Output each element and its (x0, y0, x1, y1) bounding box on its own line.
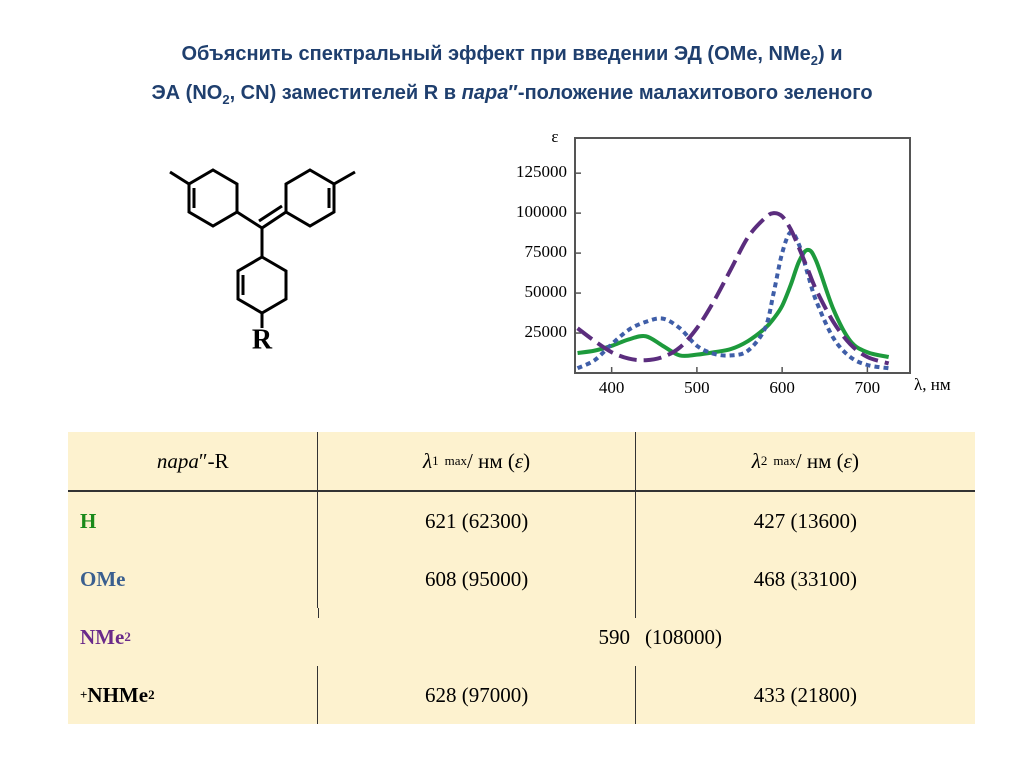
table: пара ″-R λ 1 max / нм (ε) λ 2 max / нм (ε) H 621 … (68, 432, 975, 724)
text: ) (523, 448, 531, 473)
text: (108000) (645, 624, 722, 649)
text: Объяснить спектральный эффект при введен… (181, 43, 811, 65)
x-tick-label: 500 (684, 378, 710, 397)
text: 2 (124, 629, 131, 644)
text: ε (843, 448, 852, 473)
x-tick-label: 600 (769, 378, 795, 397)
row-label: NMe 2 (68, 608, 318, 666)
text: ε (514, 448, 524, 473)
row-label: OMe (68, 550, 317, 608)
title-line: ЭА (NO2, CN) заместителей R в пара″-поло… (0, 77, 1024, 116)
curve (577, 247, 890, 359)
cell: 608 (95000) (317, 550, 634, 608)
x-tick-label: 400 (599, 378, 625, 397)
subscript: max (444, 453, 468, 468)
row-label: + NHMe 2 (68, 666, 317, 724)
curve (576, 211, 890, 366)
text: NHMe (87, 682, 149, 707)
subscript: 2 (810, 53, 819, 68)
text: , CN) заместителей R в (229, 82, 462, 104)
y-tick-label: 100000 (516, 202, 567, 221)
table-row: H 621 (62300) 427 (13600) (68, 492, 975, 550)
substituent-label: R (252, 324, 273, 355)
cell: 621 (62300) (317, 492, 634, 550)
cell: 468 (33100) (634, 550, 975, 608)
header-row: пара ″-R λ 1 max / нм (ε) λ 2 max / нм (ε) (68, 432, 975, 492)
text: NMe (80, 624, 125, 649)
text: + (80, 687, 88, 702)
ring (187, 168, 239, 228)
text: ) (851, 448, 859, 473)
bond (333, 170, 356, 186)
header-cell: λ 1 max / нм (ε) (317, 432, 634, 490)
text: / нм ( (467, 448, 515, 473)
subscript: 1 (432, 453, 439, 468)
text: пара (156, 448, 199, 473)
text: H (80, 508, 97, 533)
divider (635, 608, 636, 618)
y-axis-label: ε (551, 127, 558, 146)
title-line: Объяснить спектральный эффект при введен… (0, 38, 1024, 77)
y-tick-label: 50000 (525, 282, 568, 301)
text: ″-R (198, 448, 229, 473)
text: ЭА (NO (151, 82, 223, 104)
text: ″-положение малахитового зеленого (508, 82, 873, 104)
text: / нм ( (795, 448, 844, 473)
ring (236, 255, 288, 315)
header-cell: λ 2 max / нм (ε) (634, 432, 975, 490)
cell: 433 (21800) (634, 666, 975, 724)
table-row: OMe 608 (95000) 468 (33100) (68, 550, 975, 608)
text: OMe (80, 566, 126, 591)
divider (318, 608, 319, 618)
text: 2 (148, 687, 155, 702)
text: λ (423, 448, 433, 473)
title: Объяснить спектральный эффект при введен… (0, 38, 1024, 116)
x-tick-label: 700 (855, 378, 881, 397)
ring (284, 168, 336, 228)
subscript: 2 (222, 92, 230, 107)
table-row: NMe 2 590 (108000) (68, 608, 975, 666)
bond (258, 204, 283, 223)
subscript: 2 (760, 453, 768, 468)
molecule (169, 168, 356, 328)
header-cell: пара ″-R (68, 432, 317, 490)
x-axis-label: λ, нм (914, 375, 951, 394)
curve (576, 230, 889, 371)
text: пара (461, 82, 509, 104)
merged-cell: 590 (108000) (318, 608, 975, 666)
row-label: H (68, 492, 317, 550)
text: 590 (598, 624, 631, 649)
table-row: + NHMe 2 628 (97000) 433 (21800) (68, 666, 975, 724)
subscript: max (773, 453, 796, 468)
y-tick-label: 75000 (525, 242, 568, 261)
bond (169, 170, 190, 186)
cell: 427 (13600) (634, 492, 975, 550)
text: λ (751, 448, 761, 473)
text: ) и (818, 43, 843, 65)
figure: R 25000 50000 75000 100000 125000 400 500 600 70… (169, 127, 951, 397)
cell: 628 (97000) (317, 666, 634, 724)
plot-frame (574, 137, 911, 374)
y-tick-label: 125000 (516, 162, 567, 181)
bond (236, 210, 263, 230)
bond (261, 210, 287, 230)
y-tick-label: 25000 (525, 322, 568, 341)
